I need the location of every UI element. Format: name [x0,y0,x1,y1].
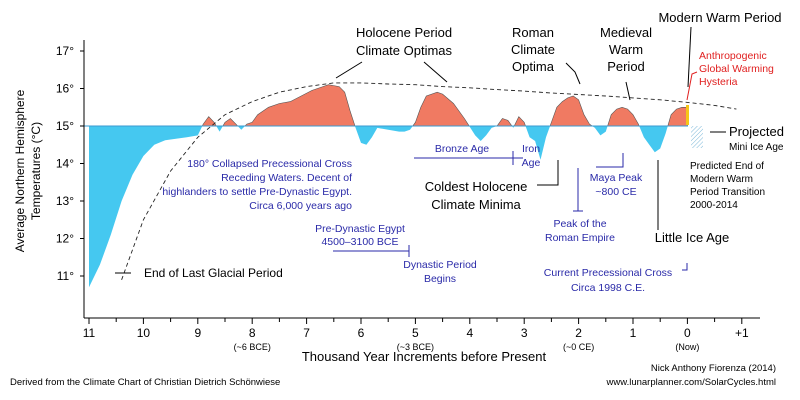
annotation-holocene: Holocene Period Climate Optimas [335,25,453,83]
svg-text:Hysteria: Hysteria [699,76,738,88]
y-axis-ticks: 11° 12° 13° 14° 15° 16° 17° [56,44,84,283]
svg-text:Period: Period [607,59,645,74]
era-label: (~3 BCE) [397,342,434,352]
svg-text:Holocene Period: Holocene Period [356,25,452,40]
svg-text:Mini Ice Age: Mini Ice Age [729,142,784,153]
svg-text:Receding Waters. Decent of: Receding Waters. Decent of [221,172,352,184]
svg-text:Optima: Optima [512,59,555,74]
svg-text:Climate Minima: Climate Minima [431,197,521,212]
annotation-coldest: Coldest Holocene Climate Minima [425,160,559,212]
svg-text:Maya Peak: Maya Peak [590,172,643,184]
y-axis-label-line-2: Temperatures (°C) [29,122,43,220]
era-label: (~6 BCE) [234,342,271,352]
x-tick-label: +1 [735,326,749,340]
x-tick-label: 2 [575,326,582,340]
svg-text:Anthropogenic: Anthropogenic [699,50,767,62]
svg-text:Bronze Age: Bronze Age [435,143,489,155]
x-tick-label: 8 [249,326,256,340]
annotation-predynastic: Pre-Dynastic Egypt 4500–3100 BCE Dynasti… [315,223,477,285]
x-tick-label: 7 [303,326,310,340]
era-label: (Now) [675,342,699,352]
annotation-anthropogenic: Anthropogenic Global Warming Hysteria [686,50,774,101]
credit-url: www.lunarplanner.com/SolarCycles.html [606,377,776,388]
warm-anomaly-area [88,84,688,126]
svg-text:Circa 1998 C.E.: Circa 1998 C.E. [571,282,645,294]
annotation-current-cross: Current Precessional Cross Circa 1998 C.… [544,263,688,294]
svg-text:highlanders to settle Pre-Dyna: highlanders to settle Pre-Dynastic Egypt… [162,186,352,198]
svg-text:Circa 6,000 years ago: Circa 6,000 years ago [249,200,352,212]
svg-text:4500–3100 BCE: 4500–3100 BCE [321,236,398,248]
y-tick-label: 17° [56,44,74,58]
x-tick-label: 3 [521,326,528,340]
svg-text:180° Collapsed Precessional Cr: 180° Collapsed Precessional Cross [187,158,352,170]
svg-text:Pre-Dynastic Egypt: Pre-Dynastic Egypt [315,223,405,235]
x-tick-label: 10 [137,326,151,340]
svg-text:Peak of the: Peak of the [553,218,606,230]
svg-text:Modern Warm Period: Modern Warm Period [658,10,781,25]
y-axis-label-line-1: Average Northern Hemisphere [13,89,27,252]
x-axis-ticks: 11 10 9 8 7 6 5 4 3 2 1 0 +1 [83,318,749,340]
svg-text:Warm: Warm [609,42,643,57]
svg-text:Age: Age [522,157,541,169]
y-tick-label: 12° [56,232,74,246]
svg-text:Roman: Roman [512,25,554,40]
temperature-area [88,84,688,288]
svg-text:Global Warming: Global Warming [699,63,774,75]
y-tick-label: 14° [56,157,74,171]
svg-text:Predicted End of: Predicted End of [690,161,764,172]
svg-text:End of Last Glacial Period: End of Last Glacial Period [144,266,283,280]
y-tick-label: 16° [56,82,74,96]
annotation-peak-roman: Peak of the Roman Empire [545,168,615,244]
x-tick-label: 0 [684,326,691,340]
x-tick-label: 9 [194,326,201,340]
x-axis-label: Thousand Year Increments before Present [302,349,547,364]
annotation-roman: Roman Climate Optima [511,25,581,85]
now-marker [686,105,689,125]
svg-text:Climate: Climate [511,42,555,57]
era-labels: (~6 BCE) (~3 BCE) (~0 CE) (Now) [234,342,700,352]
credit-author: Nick Anthony Fiorenza (2014) [651,363,776,374]
svg-text:Climate Optimas: Climate Optimas [356,43,453,58]
svg-text:2000-2014: 2000-2014 [690,200,738,211]
svg-text:Iron: Iron [522,143,540,155]
svg-text:Begins: Begins [424,273,456,285]
y-tick-label: 13° [56,194,74,208]
annotation-maya: Maya Peak ~800 CE [590,153,643,198]
svg-text:Dynastic Period: Dynastic Period [403,259,477,271]
svg-text:Current Precessional Cross: Current Precessional Cross [544,267,672,279]
svg-text:Coldest Holocene: Coldest Holocene [425,179,528,194]
svg-text:Modern Warm: Modern Warm [690,174,753,185]
annotation-little-ice-age: Little Ice Age [655,160,729,245]
trend-line [121,82,737,280]
annotation-bronze-iron: Bronze Age Iron Age [414,143,540,169]
x-tick-label: 11 [83,326,96,340]
cold-anomaly-area [89,126,688,288]
svg-text:Projected: Projected [729,124,784,139]
svg-text:Period Transition: Period Transition [690,187,765,198]
x-tick-label: 5 [412,326,419,340]
svg-text:Little Ice Age: Little Ice Age [655,230,729,245]
credit-derived: Derived from the Climate Chart of Christ… [10,377,280,388]
y-tick-label: 15° [56,119,74,133]
annotation-modern: Modern Warm Period [658,10,782,88]
y-tick-label: 11° [57,269,74,283]
annotation-collapsed-cross: 180° Collapsed Precessional Cross Recedi… [162,158,352,212]
annotation-end-glacial: End of Last Glacial Period [115,266,283,280]
annotation-medieval: Medieval Warm Period [600,25,652,101]
svg-text:Roman Empire: Roman Empire [545,232,615,244]
svg-text:~800 CE: ~800 CE [595,186,636,198]
projected-hatch [691,126,703,148]
annotation-predicted: Predicted End of Modern Warm Period Tran… [690,161,765,211]
x-tick-label: 4 [466,326,473,340]
svg-text:Medieval: Medieval [600,25,652,40]
annotation-projected: Projected Mini Ice Age [710,124,784,153]
era-label: (~0 CE) [563,342,594,352]
x-tick-label: 1 [630,326,637,340]
x-tick-label: 6 [358,326,365,340]
